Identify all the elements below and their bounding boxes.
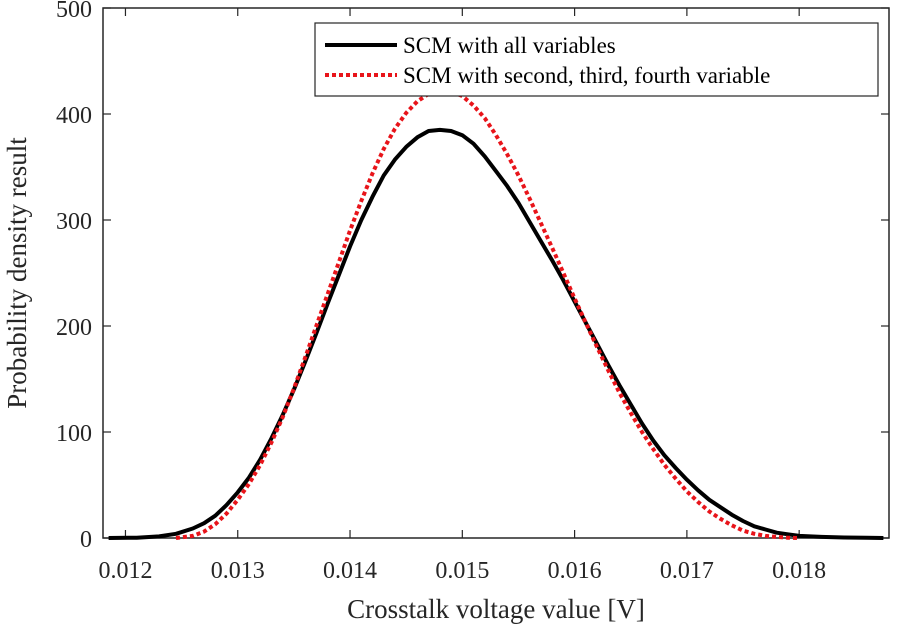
series-layer	[108, 88, 884, 540]
legend-box	[314, 22, 879, 97]
x-tick-label: 0.012	[98, 558, 152, 584]
y-tick-label: 300	[56, 209, 92, 235]
y-tick-label: 0	[80, 527, 92, 553]
y-tick-label: 200	[56, 315, 92, 341]
x-tick-label: 0.014	[323, 558, 377, 584]
x-tick-label: 0.017	[660, 558, 714, 584]
x-axis-title: Crosstalk voltage value [V]	[347, 594, 645, 624]
series-line-all-variables	[108, 127, 884, 540]
y-tick-label: 400	[56, 103, 92, 129]
series-line-second-third-fourth	[175, 88, 800, 540]
legend-label-all-variables: SCM with all variables	[403, 33, 616, 58]
x-tick-label: 0.016	[548, 558, 602, 584]
axis-ticks: 0.012 0.013 0.014 0.015 0.016 0.017 0.018 0 100 2…	[56, 0, 889, 584]
x-tick-label: 0.018	[772, 558, 826, 584]
y-tick-label: 500	[56, 0, 92, 23]
x-tick-label: 0.015	[435, 558, 489, 584]
legend-label-second-third-fourth: SCM with second, third, fourth variable	[403, 63, 770, 88]
x-tick-label: 0.013	[211, 558, 265, 584]
y-tick-label: 100	[56, 421, 92, 447]
y-axis-title: Probability density result	[2, 137, 32, 409]
legend: SCM with all variables SCM with second, …	[314, 22, 879, 97]
